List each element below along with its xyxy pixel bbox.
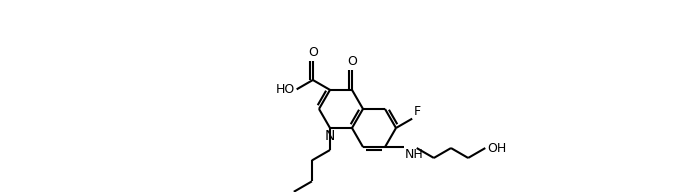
Text: NH: NH — [405, 148, 424, 161]
Text: O: O — [347, 55, 357, 68]
Text: OH: OH — [487, 142, 506, 155]
Text: HO: HO — [275, 83, 295, 96]
Text: F: F — [414, 105, 421, 118]
Text: O: O — [308, 46, 318, 59]
Text: N: N — [325, 129, 335, 143]
